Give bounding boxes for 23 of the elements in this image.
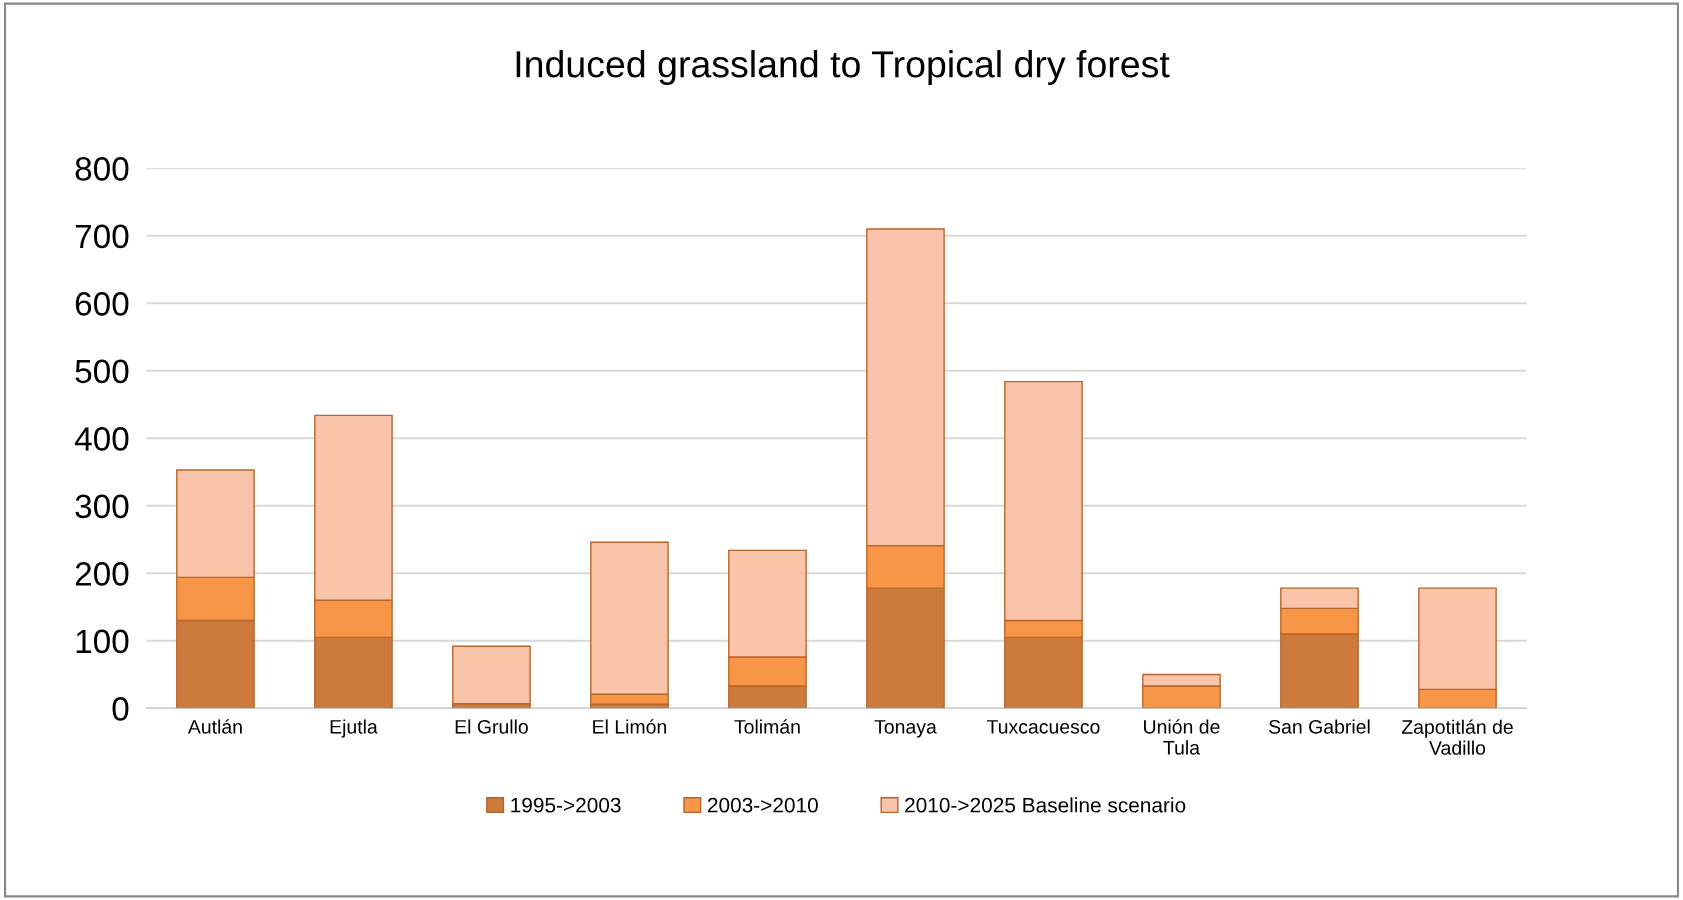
x-tick-label: Unión de Tula [1144,719,1220,755]
x-tick-label: El Grullo [455,719,528,734]
y-tick-label: 600 [75,292,129,316]
y-tick-label: 700 [75,224,129,249]
legend-label: 2003->2010 [707,797,818,813]
y-tick-label: 0 [112,697,129,721]
chart-title: Induced grassland to Tropical dry forest [516,50,1170,85]
legend-label: 1995->2003 [511,797,621,813]
y-tick-label: 400 [74,427,129,451]
y-tick-label: 500 [75,359,129,384]
x-tick-label: Tolimán [734,719,800,734]
x-tick-label: Ejutla [330,719,378,738]
x-tick-label: Tuxcacuesco [986,720,1100,734]
x-tick-label: Autlán [187,719,242,734]
y-tick-label: 800 [75,157,129,181]
x-tick-label: El Limón [593,719,667,734]
x-tick-label: Tonaya [874,720,937,738]
legend-label: 2010->2025 Baseline scenario [905,797,1186,813]
y-tick-label: 100 [76,629,129,654]
x-tick-label: San Gabriel [1269,719,1370,734]
y-tick-label: 300 [75,494,129,519]
y-tick-label: 200 [75,562,129,586]
x-tick-label: Zapotitlán de Vadillo [1401,719,1513,755]
